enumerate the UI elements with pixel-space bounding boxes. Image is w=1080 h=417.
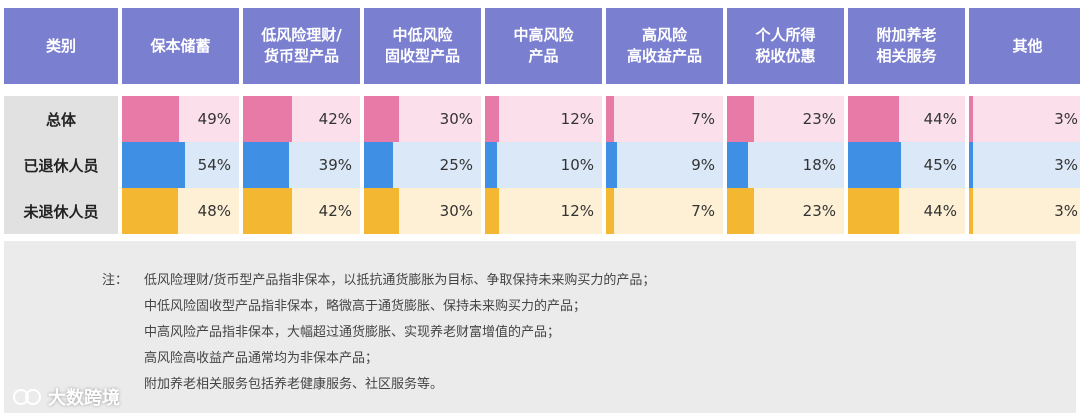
value-label: 49%: [197, 110, 231, 128]
brand-logo-icon: [13, 389, 41, 405]
value-label: 44%: [923, 202, 957, 220]
value-label: 44%: [923, 110, 957, 128]
data-cell: 49%: [122, 96, 239, 142]
value-bar: [727, 96, 754, 142]
value-label: 18%: [802, 156, 836, 174]
value-label: 39%: [318, 156, 352, 174]
data-cell: 12%: [485, 96, 602, 142]
value-label: 3%: [1054, 156, 1078, 174]
value-label: 7%: [691, 110, 715, 128]
value-bar: [848, 142, 901, 188]
watermark: 大数跨境: [12, 384, 120, 410]
value-label: 30%: [439, 202, 473, 220]
value-bar: [364, 96, 400, 142]
value-label: 54%: [197, 156, 231, 174]
note-line-4: 高风险高收益产品通常均为非保本产品；: [144, 351, 379, 366]
value-bar: [122, 96, 180, 142]
column-header-4: 中高风险 产品: [485, 8, 602, 84]
value-bar: [485, 142, 497, 188]
value-bar: [969, 142, 973, 188]
value-bar: [122, 142, 186, 188]
value-bar: [727, 142, 749, 188]
data-cell: 48%: [122, 188, 239, 234]
value-bar: [364, 142, 394, 188]
row-label-1: 总体: [4, 96, 118, 142]
data-cell: 30%: [364, 96, 481, 142]
value-label: 3%: [1054, 110, 1078, 128]
column-header-5: 高风险 高收益产品: [606, 8, 723, 84]
value-label: 45%: [923, 156, 957, 174]
value-label: 10%: [560, 156, 594, 174]
data-cell: 39%: [243, 142, 360, 188]
value-label: 42%: [318, 202, 352, 220]
value-bar: [969, 188, 973, 234]
data-cell: 42%: [243, 96, 360, 142]
value-bar: [243, 142, 289, 188]
value-bar: [969, 96, 973, 142]
value-bar: [606, 96, 615, 142]
column-header-6: 个人所得 税收优惠: [727, 8, 844, 84]
data-cell: 3%: [969, 188, 1080, 234]
data-cell: 30%: [364, 188, 481, 234]
value-bar: [243, 96, 293, 142]
value-label: 12%: [560, 110, 594, 128]
value-label: 12%: [560, 202, 594, 220]
value-bar: [364, 188, 400, 234]
data-cell: 54%: [122, 142, 239, 188]
value-label: 7%: [691, 202, 715, 220]
row-label-2: 已退休人员: [4, 142, 118, 188]
data-cell: 7%: [606, 96, 723, 142]
data-cell: 18%: [727, 142, 844, 188]
data-cell: 23%: [727, 188, 844, 234]
value-label: 42%: [318, 110, 352, 128]
note-line-5: 附加养老相关服务包括养老健康服务、社区服务等。: [144, 377, 444, 392]
data-cell: 23%: [727, 96, 844, 142]
data-cell: 12%: [485, 188, 602, 234]
column-header-2: 低风险理财/ 货币型产品: [243, 8, 360, 84]
data-cell: 44%: [848, 188, 965, 234]
data-cell: 3%: [969, 96, 1080, 142]
data-cell: 42%: [243, 188, 360, 234]
column-header-3: 中低风险 固收型产品: [364, 8, 481, 84]
value-label: 25%: [439, 156, 473, 174]
value-label: 48%: [197, 202, 231, 220]
row-label-3: 未退休人员: [4, 188, 118, 234]
value-label: 9%: [691, 156, 715, 174]
value-bar: [606, 188, 615, 234]
note-line-1: 低风险理财/货币型产品指非保本，以抵抗通货膨胀为目标、争取保持未来购买力的产品；: [144, 273, 656, 288]
data-cell: 7%: [606, 188, 723, 234]
value-label: 30%: [439, 110, 473, 128]
header-corner-label: 类别: [4, 8, 118, 84]
value-bar: [606, 142, 617, 188]
value-bar: [122, 188, 179, 234]
value-bar: [485, 188, 500, 234]
data-cell: 9%: [606, 142, 723, 188]
column-header-1: 保本储蓄: [122, 8, 239, 84]
data-cell: 25%: [364, 142, 481, 188]
data-cell: 10%: [485, 142, 602, 188]
value-label: 3%: [1054, 202, 1078, 220]
value-bar: [727, 188, 754, 234]
value-bar: [848, 188, 900, 234]
data-cell: 45%: [848, 142, 965, 188]
column-header-7: 附加养老 相关服务: [848, 8, 965, 84]
value-bar: [485, 96, 500, 142]
value-bar: [848, 96, 900, 142]
note-prefix: 注：: [102, 273, 129, 288]
data-cell: 44%: [848, 96, 965, 142]
investment-preference-table: 类别 保本储蓄 低风险理财/ 货币型产品 中低风险 固收型产品 中高风险 产品 高风险 …: [4, 8, 1080, 234]
value-bar: [243, 188, 293, 234]
column-header-8: 其他: [969, 8, 1080, 84]
note-line-3: 中高风险产品指非保本，大幅超过通货膨胀、实现养老财富增值的产品；: [144, 325, 561, 340]
value-label: 23%: [802, 202, 836, 220]
data-cell: 3%: [969, 142, 1080, 188]
notes-panel: 注： 低风险理财/货币型产品指非保本，以抵抗通货膨胀为目标、争取保持未来购买力的…: [4, 241, 1076, 413]
note-line-2: 中低风险固收型产品指非保本，略微高于通货膨胀、保持未来购买力的产品；: [144, 299, 587, 314]
watermark-text: 大数跨境: [48, 388, 120, 409]
value-label: 23%: [802, 110, 836, 128]
